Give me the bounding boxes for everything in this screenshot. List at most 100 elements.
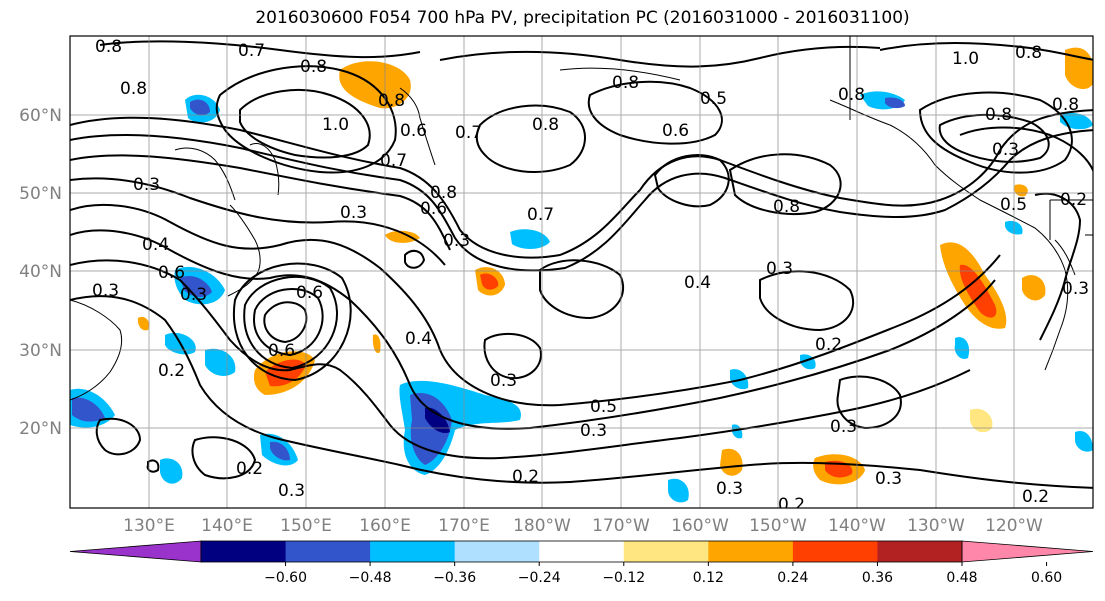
colorbar-segment — [201, 541, 287, 562]
colorbar-segment — [877, 541, 963, 562]
gridlines — [70, 36, 1093, 508]
colorbar-segment — [623, 541, 709, 562]
contour-label: 0.3 — [580, 421, 607, 441]
colorbar: −0.60 −0.48 −0.36 −0.24 −0.12 0.12 0.24 0.36 0.4… — [69, 540, 1094, 586]
lat-label-60n: 60°N — [19, 106, 62, 126]
colorbar-tick-label: 0.60 — [1031, 570, 1062, 586]
contour-label: 0.6 — [420, 199, 447, 219]
colorbar-tick-label: 0.36 — [862, 570, 893, 586]
lon-label-130w: 130°W — [907, 516, 965, 536]
contour-label: 0.3 — [443, 231, 470, 251]
colorbar-frame — [200, 540, 963, 563]
contour-label: 0.3 — [875, 469, 902, 489]
contour-label: 0.8 — [838, 85, 865, 105]
contour-labels: 0.8 0.7 0.8 0.8 1.0 0.8 0.6 0.8 0.5 0.6 … — [92, 37, 1089, 515]
colorbar-tick-label: 0.48 — [946, 570, 977, 586]
contour-label: 0.5 — [1000, 195, 1027, 215]
contour-label: 0.7 — [380, 151, 407, 171]
contour-label: 0.6 — [268, 341, 295, 361]
lon-label-140e: 140°E — [201, 516, 253, 536]
lon-label-120w: 120°W — [985, 516, 1043, 536]
contour-label: 0.8 — [430, 183, 457, 203]
colorbar-segment — [370, 541, 456, 562]
contour-label: 0.7 — [238, 41, 265, 61]
colorbar-tick-label: −0.48 — [349, 570, 392, 586]
contour-label: 0.8 — [1052, 95, 1079, 115]
coastlines — [70, 36, 1093, 401]
colorbar-tick-label: 0.12 — [693, 570, 724, 586]
lon-label-180w: 180°W — [513, 516, 571, 536]
contour-label: 0.3 — [490, 371, 517, 391]
lon-label-170w: 170°W — [592, 516, 650, 536]
lon-label-130e: 130°E — [123, 516, 175, 536]
contour-label: 0.8 — [773, 197, 800, 217]
contour-label: 0.8 — [985, 105, 1012, 125]
colorbar-segments — [69, 540, 1094, 563]
colorbar-segment — [792, 541, 878, 562]
contour-label: 0.6 — [400, 121, 427, 141]
lon-label-170e: 170°E — [438, 516, 490, 536]
map-content: 0.8 0.7 0.8 0.8 1.0 0.8 0.6 0.8 0.5 0.6 … — [70, 36, 1093, 515]
longitude-labels: 130°E 140°E 150°E 160°E 170°E 180°W 170°… — [123, 516, 1043, 536]
contour-label: 0.3 — [133, 175, 160, 195]
contour-label: 0.3 — [92, 281, 119, 301]
colorbar-extend-low — [69, 540, 202, 563]
lon-label-160e: 160°E — [359, 516, 411, 536]
colorbar-tick-label: −0.36 — [433, 570, 476, 586]
contour-label: 0.4 — [684, 273, 711, 293]
lon-label-150w: 150°W — [749, 516, 807, 536]
lon-label-140w: 140°W — [828, 516, 886, 536]
contour-label: 0.3 — [830, 417, 857, 437]
lat-label-50n: 50°N — [19, 184, 62, 204]
contour-label: 0.2 — [158, 361, 185, 381]
lat-label-30n: 30°N — [19, 341, 62, 361]
contour-label: 0.8 — [378, 91, 405, 111]
contour-label: 0.2 — [512, 467, 539, 487]
contour-label: 0.8 — [532, 115, 559, 135]
contour-label: 0.7 — [527, 205, 554, 225]
contour-label: 0.2 — [1060, 190, 1087, 210]
colorbar-segment — [285, 541, 371, 562]
lat-label-40n: 40°N — [19, 262, 62, 282]
contour-label: 1.0 — [322, 115, 349, 135]
contour-label: 0.3 — [340, 203, 367, 223]
colorbar-segment — [708, 541, 794, 562]
contour-label: 0.8 — [1015, 43, 1042, 63]
contour-label: 0.7 — [455, 123, 482, 143]
contour-label: 0.2 — [815, 335, 842, 355]
colorbar-ticks: −0.60 −0.48 −0.36 −0.24 −0.12 0.12 0.24 0.36 0.4… — [264, 562, 1062, 586]
contour-label: 0.3 — [766, 259, 793, 279]
contour-label: 0.3 — [180, 285, 207, 305]
map-border — [69, 35, 1094, 509]
contour-label: 0.8 — [300, 57, 327, 77]
contour-label: 0.6 — [296, 283, 323, 303]
colorbar-tick-label: −0.24 — [518, 570, 561, 586]
map-title: 2016030600 F054 700 hPa PV, precipitatio… — [255, 8, 910, 28]
contour-label: 0.8 — [612, 73, 639, 93]
contour-label: 0.8 — [95, 37, 122, 57]
contour-label: 0.4 — [142, 235, 169, 255]
contour-label: 0.3 — [992, 140, 1019, 160]
colorbar-extend-high — [961, 540, 1094, 563]
contour-label: 0.3 — [278, 481, 305, 501]
contour-label: 0.2 — [236, 459, 263, 479]
contour-label: 0.6 — [662, 121, 689, 141]
contour-label: 0.3 — [1062, 279, 1089, 299]
lat-label-20n: 20°N — [19, 419, 62, 439]
contour-label: 0.8 — [120, 79, 147, 99]
lon-label-150e: 150°E — [280, 516, 332, 536]
contour-label: 0.2 — [1022, 487, 1049, 507]
contour-label: 0.6 — [158, 263, 185, 283]
contour-label: 1.0 — [952, 49, 979, 69]
colorbar-tick-label: 0.24 — [777, 570, 808, 586]
pv-contours — [70, 40, 1093, 489]
colorbar-segment — [539, 541, 625, 562]
contour-label: 0.2 — [778, 495, 805, 515]
contour-label: 0.5 — [590, 397, 617, 417]
latitude-labels: 20°N 30°N 40°N 50°N 60°N — [19, 106, 62, 439]
contour-label: 0.3 — [716, 479, 743, 499]
lon-label-160w: 160°W — [671, 516, 729, 536]
contour-label: 0.5 — [700, 89, 727, 109]
colorbar-tick-label: −0.12 — [602, 570, 645, 586]
